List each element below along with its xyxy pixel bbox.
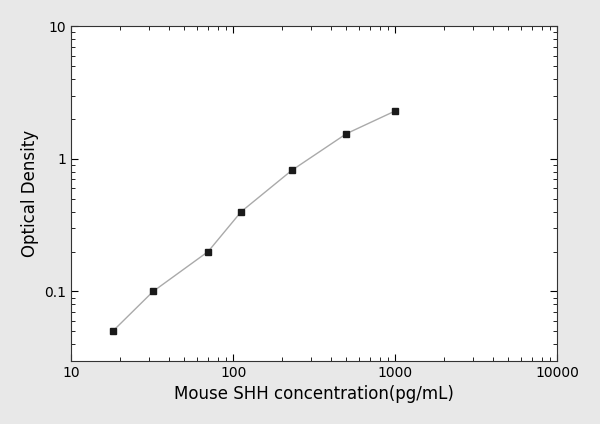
X-axis label: Mouse SHH concentration(pg/mL): Mouse SHH concentration(pg/mL) (175, 385, 454, 403)
Y-axis label: Optical Density: Optical Density (21, 130, 39, 257)
